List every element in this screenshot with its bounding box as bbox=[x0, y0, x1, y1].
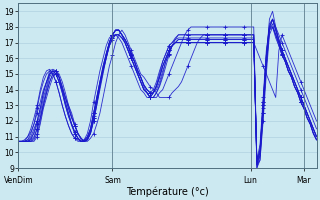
X-axis label: Température (°c): Température (°c) bbox=[126, 186, 209, 197]
